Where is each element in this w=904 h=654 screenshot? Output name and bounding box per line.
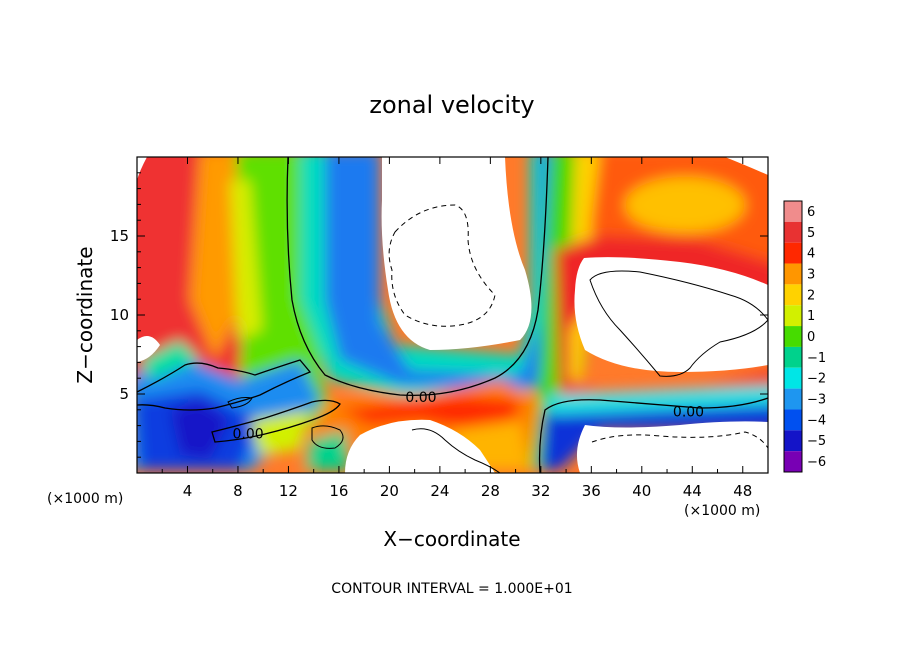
x-tick-label: 20 bbox=[380, 482, 399, 500]
colorbar-label: 1 bbox=[807, 309, 815, 324]
contour-label: 0.00 bbox=[673, 404, 704, 420]
colorbar-frame bbox=[783, 200, 803, 473]
colorbar-swatch bbox=[784, 451, 802, 472]
x-axis-unit-right: (×1000 m) bbox=[684, 503, 760, 519]
y-tick-label: 15 bbox=[110, 227, 129, 245]
colorbar: 6 5 4 3 2 1 0 −1 −2 −3 −4 −5 −6 bbox=[783, 200, 826, 473]
colorbar-label: 0 bbox=[807, 330, 815, 345]
colorbar-label: −5 bbox=[807, 434, 826, 449]
y-axis-ticks: 5 10 15 bbox=[110, 172, 768, 458]
colorbar-swatch bbox=[784, 263, 802, 285]
x-tick-label: 12 bbox=[279, 482, 298, 500]
x-tick-label: 44 bbox=[683, 482, 702, 500]
y-tick-label: 10 bbox=[110, 306, 129, 324]
x-axis-ticks: 4 8 12 16 20 24 28 32 36 40 44 48 bbox=[161, 157, 752, 500]
colorbar-swatch bbox=[784, 284, 802, 306]
colorbar-swatch bbox=[784, 326, 802, 347]
x-tick-label: 8 bbox=[233, 482, 243, 500]
contour-interval-footer: CONTOUR INTERVAL = 1.000E+01 bbox=[331, 581, 572, 597]
chart-title: zonal velocity bbox=[369, 91, 534, 119]
colorbar-label: 6 bbox=[807, 205, 815, 220]
colorbar-swatch bbox=[784, 201, 802, 222]
heatmap-field bbox=[137, 157, 768, 473]
colorbar-label: −1 bbox=[807, 351, 826, 366]
colorbar-label: 3 bbox=[807, 267, 815, 282]
colorbar-swatch bbox=[784, 346, 802, 368]
colorbar-swatch bbox=[784, 221, 802, 243]
colorbar-label: −6 bbox=[807, 455, 826, 470]
colorbar-swatch bbox=[784, 430, 802, 452]
x-tick-label: 40 bbox=[632, 482, 651, 500]
colorbar-swatch bbox=[784, 367, 802, 389]
contour-labels: 0.00 0.00 0.00 bbox=[232, 390, 704, 442]
colorbar-swatch bbox=[784, 305, 802, 327]
x-tick-label: 16 bbox=[329, 482, 348, 500]
x-tick-label: 36 bbox=[582, 482, 601, 500]
colorbar-label: −4 bbox=[807, 413, 826, 428]
colorbar-swatch bbox=[784, 242, 802, 264]
colorbar-swatch bbox=[784, 409, 802, 431]
contour-label: 0.00 bbox=[232, 427, 263, 443]
colorbar-label: 4 bbox=[807, 247, 815, 262]
x-tick-label: 24 bbox=[430, 482, 449, 500]
x-tick-label: 32 bbox=[531, 482, 550, 500]
x-tick-label: 28 bbox=[481, 482, 500, 500]
x-axis-unit-left: (×1000 m) bbox=[47, 491, 123, 507]
colorbar-swatch bbox=[784, 388, 802, 410]
colorbar-label: −2 bbox=[807, 372, 826, 387]
y-tick-label: 5 bbox=[119, 385, 129, 403]
contour-label: 0.00 bbox=[405, 390, 436, 406]
x-tick-label: 4 bbox=[183, 482, 193, 500]
x-tick-label: 48 bbox=[733, 482, 752, 500]
y-axis-label: Z−coordinate bbox=[73, 246, 97, 383]
colorbar-label: 5 bbox=[807, 226, 815, 241]
colorbar-label: −3 bbox=[807, 393, 826, 408]
colorbar-label: 2 bbox=[807, 288, 815, 303]
x-axis-label: X−coordinate bbox=[383, 527, 520, 551]
